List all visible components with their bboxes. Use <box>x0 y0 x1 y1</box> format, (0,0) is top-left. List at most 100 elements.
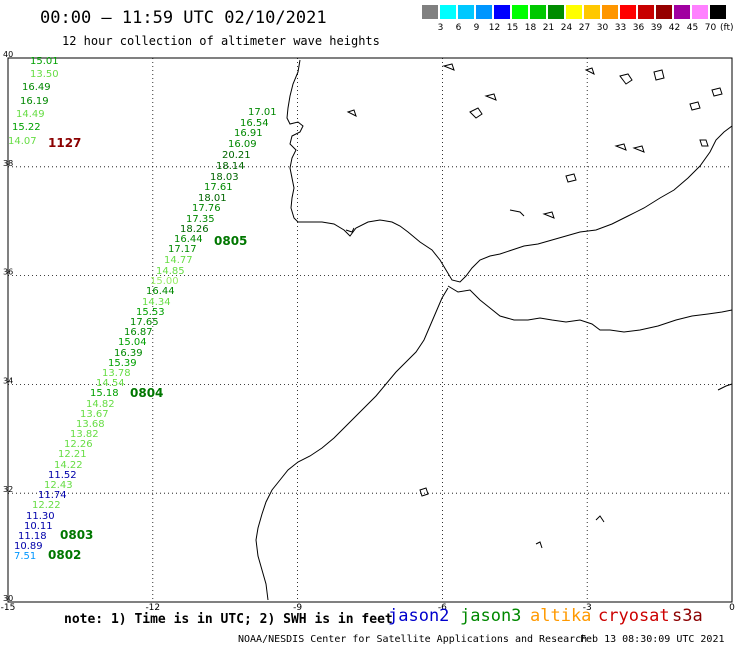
legend-swatch <box>566 5 583 19</box>
swh-value-label: 17.65 <box>130 317 159 328</box>
satellite-legend-item: jason2 <box>388 606 450 626</box>
pass-time-label: 1127 <box>48 136 81 150</box>
pass-time-label: 0802 <box>48 548 81 562</box>
swh-value-label: 16.54 <box>240 118 269 129</box>
credit-text: NOAA/NESDIS Center for Satellite Applica… <box>238 634 588 645</box>
legend-swatch <box>440 5 457 19</box>
legend-swatch <box>476 5 493 19</box>
swh-value-label: 17.61 <box>204 182 233 193</box>
x-tick-label: -12 <box>145 603 160 613</box>
footer-note: note: 1) Time is in UTC; 2) SWH is in fe… <box>64 612 393 627</box>
swh-value-label: 18.14 <box>216 161 245 172</box>
swh-value-label: 11.52 <box>48 470 77 481</box>
legend-label: 24 <box>560 23 573 33</box>
swh-value-label: 10.89 <box>14 541 43 552</box>
satellite-legend-item: s3a <box>672 606 703 626</box>
legend-label: 9 <box>473 23 480 33</box>
swh-value-label: 16.44 <box>146 286 175 297</box>
legend-label: 39 <box>650 23 663 33</box>
y-tick-label: 30 <box>3 594 13 603</box>
legend-swatch <box>602 5 619 19</box>
swh-value-label: 16.19 <box>20 96 49 107</box>
swh-value-label: 16.39 <box>114 348 143 359</box>
map-title: 00:00 – 11:59 UTC 02/10/2021 <box>40 8 327 28</box>
legend-label: 70 <box>704 23 717 33</box>
y-tick-label: 38 <box>3 159 13 168</box>
legend-swatch <box>530 5 547 19</box>
legend-label: 45 <box>686 23 699 33</box>
swh-value-label: 17.35 <box>186 214 215 225</box>
y-tick-label: 40 <box>3 50 13 59</box>
swh-value-label: 16.87 <box>124 327 153 338</box>
swh-value-label: 18.01 <box>198 193 227 204</box>
swh-value-label: 15.04 <box>118 337 147 348</box>
legend-label: 30 <box>596 23 609 33</box>
swh-value-label: 14.77 <box>164 255 193 266</box>
legend-swatch <box>656 5 673 19</box>
swh-value-label: 15.22 <box>12 122 41 133</box>
legend-label: 42 <box>668 23 681 33</box>
legend-swatch <box>692 5 709 19</box>
x-tick-label: -9 <box>293 603 302 613</box>
swh-value-label: 15.00 <box>150 276 179 287</box>
y-tick-label: 36 <box>3 268 13 277</box>
swh-value-label: 13.82 <box>70 429 99 440</box>
swh-value-label: 13.67 <box>80 409 109 420</box>
swh-value-label: 17.17 <box>168 244 197 255</box>
swh-value-label: 11.74 <box>38 490 67 501</box>
satellite-legend-item: altika <box>530 606 592 626</box>
coastline <box>255 59 733 601</box>
legend-label: 12 <box>488 23 501 33</box>
swh-value-label: 15.39 <box>108 358 137 369</box>
legend-swatch <box>620 5 637 19</box>
swh-value-label: 10.11 <box>24 521 53 532</box>
pass-time-label: 0804 <box>130 386 163 400</box>
swh-value-label: 14.85 <box>156 266 185 277</box>
swh-value-label: 17.76 <box>192 203 221 214</box>
swh-value-label: 12.43 <box>44 480 73 491</box>
swh-value-label: 11.18 <box>18 531 47 542</box>
swh-value-label: 20.21 <box>222 150 251 161</box>
swh-value-label: 13.50 <box>30 69 59 80</box>
legend-label: 15 <box>506 23 519 33</box>
x-tick-label: -6 <box>438 603 447 613</box>
swh-value-label: 15.01 <box>30 56 59 67</box>
swh-value-label: 15.53 <box>136 307 165 318</box>
swh-value-label: 7.51 <box>14 551 36 562</box>
swh-value-label: 14.07 <box>8 136 37 147</box>
swh-value-label: 15.18 <box>90 388 119 399</box>
swh-value-label: 13.68 <box>76 419 105 430</box>
legend-label: 3 <box>437 23 444 33</box>
legend-unit: (ft) <box>720 23 734 33</box>
legend-swatch <box>548 5 565 19</box>
legend-swatch <box>710 5 727 19</box>
swh-value-label: 16.91 <box>234 128 263 139</box>
satellite-legend-item: jason3 <box>460 606 522 626</box>
legend-label: 33 <box>614 23 627 33</box>
pass-time-label: 0805 <box>214 234 247 248</box>
legend-swatch <box>422 5 439 19</box>
x-tick-label: 0 <box>729 603 735 613</box>
swh-value-label: 12.21 <box>58 449 87 460</box>
y-tick-label: 32 <box>3 485 13 494</box>
swh-value-label: 12.22 <box>32 500 61 511</box>
swh-value-label: 16.44 <box>174 234 203 245</box>
swh-value-label: 17.01 <box>248 107 277 118</box>
swh-value-label: 16.09 <box>228 139 257 150</box>
pass-time-labels: 1127 0805 0804 0803 0802 <box>48 136 247 562</box>
generation-timestamp: Feb 13 08:30:09 UTC 2021 <box>580 634 725 645</box>
wave-observation-labels: 15.01 13.50 16.49 16.19 14.49 15.22 14.07 17.01… <box>8 56 277 562</box>
swh-value-label: 13.78 <box>102 368 131 379</box>
legend-label: 18 <box>524 23 537 33</box>
legend-swatch <box>584 5 601 19</box>
x-tick-label: -15 <box>1 603 16 613</box>
graticule <box>8 58 732 602</box>
legend-swatch <box>458 5 475 19</box>
swh-value-label: 14.34 <box>142 297 171 308</box>
swh-value-label: 18.03 <box>210 172 239 183</box>
legend-swatch <box>494 5 511 19</box>
swh-value-label: 16.49 <box>22 82 51 93</box>
swh-value-label: 14.82 <box>86 399 115 410</box>
swh-value-label: 14.22 <box>54 460 83 471</box>
